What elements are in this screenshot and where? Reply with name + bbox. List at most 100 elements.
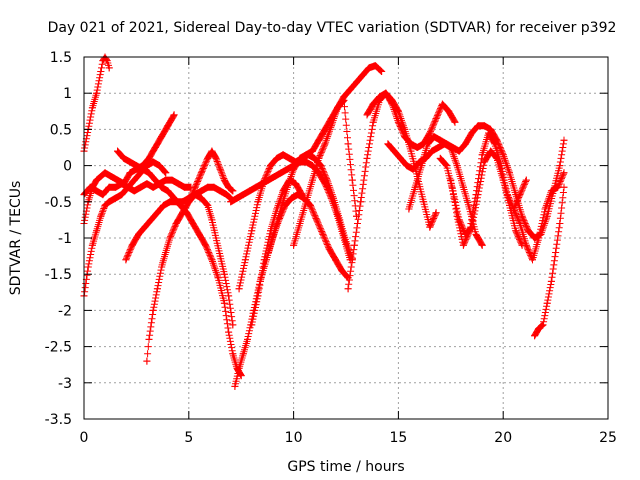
data-point <box>179 209 186 217</box>
data-point <box>313 216 321 224</box>
data-point <box>474 122 482 130</box>
data-point <box>210 183 218 191</box>
data-point <box>405 205 413 213</box>
data-point <box>114 147 121 155</box>
data-point <box>436 154 444 162</box>
data-point <box>363 154 371 162</box>
data-point <box>225 183 233 191</box>
data-point <box>252 183 260 191</box>
data-point <box>216 187 224 195</box>
data-point <box>522 176 530 184</box>
x-tick-label: 25 <box>599 430 617 446</box>
data-point <box>329 194 337 202</box>
data-point <box>227 198 235 206</box>
data-point <box>246 187 254 195</box>
x-tick-label: 0 <box>80 430 89 446</box>
data-point <box>459 183 467 191</box>
x-tick-label: 20 <box>494 430 512 446</box>
data-point <box>290 165 298 173</box>
data-point <box>478 241 486 249</box>
data-point <box>179 198 186 206</box>
data-point <box>426 223 434 231</box>
data-point <box>103 57 111 65</box>
data-point <box>432 115 440 122</box>
data-point <box>279 151 287 159</box>
data-point <box>93 187 101 195</box>
data-point <box>88 241 96 249</box>
data-point <box>225 292 233 300</box>
data-point <box>554 183 562 191</box>
data-point <box>432 209 440 217</box>
data-point <box>327 122 335 130</box>
x-tick-label: 15 <box>389 430 407 446</box>
data-point <box>137 183 145 191</box>
data-point <box>271 173 279 180</box>
data-point <box>216 165 224 173</box>
data-point <box>478 151 486 159</box>
data-point <box>166 198 174 206</box>
data-point <box>204 154 212 162</box>
data-point <box>371 62 379 70</box>
data-point <box>264 249 272 256</box>
data-point <box>126 169 134 177</box>
data-point <box>191 183 199 191</box>
data-point <box>459 241 467 249</box>
data-point <box>132 162 140 170</box>
data-point <box>560 183 568 191</box>
data-point <box>390 147 398 155</box>
data-point <box>197 187 205 195</box>
data-point <box>466 227 474 235</box>
data-point <box>344 140 352 148</box>
data-point <box>359 71 367 79</box>
data-point <box>384 140 392 148</box>
data-point <box>455 147 463 155</box>
data-point <box>409 165 417 173</box>
data-point <box>101 169 109 177</box>
data-point <box>139 165 147 173</box>
data-point <box>153 209 161 217</box>
data-point <box>126 158 134 166</box>
data-point <box>447 176 455 184</box>
data-point <box>254 292 262 300</box>
data-point <box>130 187 138 195</box>
data-point <box>97 173 105 180</box>
data-point <box>547 277 555 285</box>
data-point <box>208 147 216 155</box>
data-point <box>547 187 555 195</box>
data-point <box>197 169 205 177</box>
data-point <box>220 270 228 278</box>
y-tick-label: -1.5 <box>45 267 72 283</box>
data-point <box>277 205 285 213</box>
data-point <box>376 93 383 101</box>
data-point <box>120 154 128 162</box>
data-point <box>214 274 222 282</box>
data-point <box>510 205 518 213</box>
data-point <box>204 201 212 209</box>
data-point <box>485 129 492 137</box>
data-point <box>220 299 228 307</box>
data-point <box>118 191 126 199</box>
data-point <box>369 100 377 108</box>
data-point <box>153 285 161 293</box>
data-point <box>202 241 210 249</box>
data-point <box>424 140 432 148</box>
data-point <box>472 191 480 199</box>
data-point <box>317 162 325 170</box>
data-point <box>302 151 310 159</box>
data-point <box>164 122 172 130</box>
data-point <box>111 194 119 202</box>
data-point <box>158 263 166 271</box>
data-point <box>160 201 168 209</box>
data-point <box>97 212 105 220</box>
data-point <box>535 234 543 242</box>
data-point <box>97 68 105 75</box>
data-point <box>181 183 189 191</box>
data-point <box>472 230 480 238</box>
data-point <box>512 227 520 235</box>
series-arc-5 <box>114 147 245 380</box>
x-axis-label: GPS time / hours <box>287 459 404 475</box>
y-tick-label: -2 <box>58 303 72 319</box>
data-point <box>195 230 203 238</box>
